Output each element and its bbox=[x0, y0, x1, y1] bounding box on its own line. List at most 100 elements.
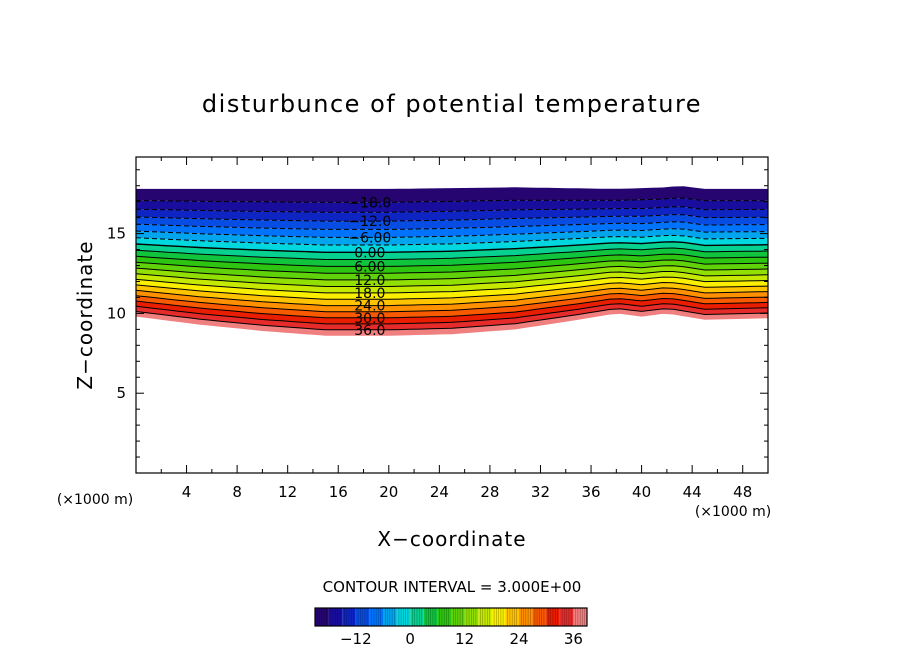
contour-band bbox=[136, 221, 768, 238]
colorbar-cell bbox=[505, 608, 519, 626]
colorbar-tick-label: 12 bbox=[455, 630, 474, 648]
colorbar-cell bbox=[559, 608, 574, 626]
contour-line bbox=[136, 308, 768, 331]
colorbar-tick-label: −12 bbox=[340, 630, 372, 648]
contour-band bbox=[136, 277, 768, 300]
contour-line bbox=[136, 276, 768, 294]
colorbar-cell bbox=[410, 608, 424, 626]
contour-line bbox=[136, 292, 768, 313]
contour-line bbox=[136, 241, 768, 253]
contour-label: 6.00 bbox=[354, 259, 385, 275]
contour-band bbox=[136, 214, 768, 230]
contour-band bbox=[136, 206, 768, 222]
temperature-field bbox=[136, 186, 768, 336]
colorbar-cell bbox=[383, 608, 397, 626]
colorbar-cell bbox=[315, 608, 329, 626]
contour-band bbox=[136, 293, 768, 318]
contour-label: 18.0 bbox=[354, 286, 385, 302]
colorbar-cell bbox=[342, 608, 356, 626]
x-axis-ticks: 4 8 12 16 20 24 28 32 36 40 44 48 bbox=[160, 157, 752, 501]
contour-band bbox=[136, 271, 768, 293]
contour-line bbox=[136, 265, 768, 281]
colorbar-ticks: −12 0 12 24 36 bbox=[340, 630, 583, 648]
contour-line bbox=[136, 228, 768, 238]
contour-label: 30.0 bbox=[354, 311, 385, 327]
x-tick-label: 12 bbox=[278, 483, 297, 501]
contour-line bbox=[136, 247, 768, 260]
plot-frame bbox=[135, 156, 769, 474]
x-axis-label: X−coordinate bbox=[377, 527, 526, 551]
x-axis-unit: (×1000 m) bbox=[695, 504, 771, 520]
contour-interval-note: CONTOUR INTERVAL = 3.000E+00 bbox=[323, 578, 582, 596]
contour-line bbox=[136, 259, 768, 274]
contour-line bbox=[136, 271, 768, 287]
colorbar-cell bbox=[532, 608, 547, 626]
colorbar-cell bbox=[355, 608, 370, 626]
contour-band bbox=[136, 303, 768, 330]
contour-label: −6.00 bbox=[348, 230, 391, 246]
chart-title: disturbunce of potential temperature bbox=[202, 90, 702, 118]
contour-labels: −18.0 −12.0−6.000.006.0012.018.024.030.03… bbox=[348, 195, 391, 338]
y-tick-label: 15 bbox=[107, 225, 126, 243]
colorbar-cell bbox=[423, 608, 438, 626]
contour-line bbox=[136, 281, 768, 300]
x-tick-label: 32 bbox=[531, 483, 550, 501]
colorbar bbox=[314, 607, 588, 627]
contour-band bbox=[136, 235, 768, 253]
colorbar-tick-label: 0 bbox=[405, 630, 415, 648]
contour-band bbox=[136, 265, 768, 287]
colorbar-cell bbox=[396, 608, 411, 626]
colorbar-cell bbox=[451, 608, 465, 626]
x-tick-label: 8 bbox=[232, 483, 242, 501]
contour-label: 0.00 bbox=[354, 245, 385, 261]
colorbar-cell bbox=[328, 608, 343, 626]
y-tick-label: 10 bbox=[107, 304, 126, 322]
contour-band bbox=[136, 260, 768, 280]
contour-line bbox=[136, 234, 768, 246]
contour-label: 12.0 bbox=[354, 273, 385, 289]
x-tick-label: 20 bbox=[379, 483, 398, 501]
colorbar-cell bbox=[369, 608, 383, 626]
y-tick-label: 5 bbox=[116, 384, 126, 402]
y-axis-label: Z−coordinate bbox=[73, 240, 97, 389]
contour-band bbox=[136, 298, 768, 324]
contour-band bbox=[136, 248, 768, 267]
x-tick-label: 16 bbox=[329, 483, 348, 501]
x-tick-label: 24 bbox=[430, 483, 449, 501]
colorbar-cell bbox=[519, 608, 533, 626]
contour-lines bbox=[136, 197, 768, 331]
contour-band bbox=[136, 254, 768, 274]
colorbar-cell bbox=[491, 608, 506, 626]
colorbar-cell bbox=[546, 608, 560, 626]
contour-line bbox=[136, 214, 768, 222]
contour-line bbox=[136, 297, 768, 319]
x-tick-label: 28 bbox=[480, 483, 499, 501]
colorbar-frame bbox=[314, 607, 588, 627]
colorbar-cell bbox=[478, 608, 492, 626]
colorbar-cell bbox=[437, 608, 451, 626]
contour-line bbox=[136, 221, 768, 230]
contour-band bbox=[136, 228, 768, 245]
y-axis-ticks: 5 10 15 bbox=[107, 169, 768, 458]
x-tick-label: 40 bbox=[632, 483, 651, 501]
contour-band bbox=[136, 186, 768, 203]
contour-line bbox=[136, 303, 768, 325]
x-tick-label: 36 bbox=[581, 483, 600, 501]
colorbar-cell bbox=[573, 608, 587, 626]
contour-label: −18.0 bbox=[348, 195, 391, 211]
y-axis-unit: (×1000 m) bbox=[57, 492, 133, 508]
contour-line bbox=[136, 206, 768, 213]
x-tick-label: 48 bbox=[733, 483, 752, 501]
contour-band bbox=[136, 241, 768, 260]
contour-line bbox=[136, 253, 768, 267]
contour-label: −12.0 bbox=[348, 214, 391, 230]
contour-band bbox=[136, 308, 768, 336]
x-tick-label: 44 bbox=[683, 483, 702, 501]
colorbar-cell bbox=[464, 608, 479, 626]
colorbar-tick-label: 36 bbox=[564, 630, 583, 648]
contour-label: 36.0 bbox=[354, 323, 385, 339]
x-tick-label: 4 bbox=[182, 483, 192, 501]
contour-line bbox=[136, 197, 768, 203]
contour-line bbox=[136, 287, 768, 307]
